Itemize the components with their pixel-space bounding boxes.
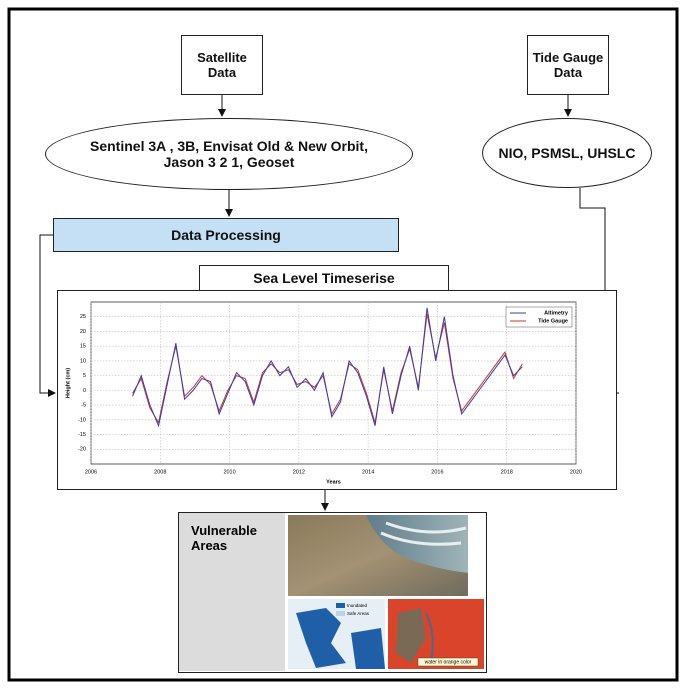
x-axis-label: Years [326,479,341,485]
processing-box: Data Processing [53,218,399,252]
y-tick-label: 5 [83,373,86,379]
y-tick-label: -5 [81,403,86,409]
x-tick-label: 2014 [362,469,374,475]
y-tick-label: 10 [80,358,86,364]
x-tick-label: 2010 [223,469,235,475]
x-tick-label: 2018 [501,469,513,475]
y-tick-label: 25 [80,314,86,320]
plot-area [91,302,576,464]
y-tick-label: 0 [83,388,86,394]
legend-label: Tide Gauge [538,318,568,324]
missions-ellipse: Sentinel 3A , 3B, Envisat Old & New Orbi… [45,118,413,190]
y-tick-label: 20 [80,329,86,335]
legend-label: Inundated [347,603,368,608]
tide-gauge-box: Tide Gauge Data [527,35,609,95]
arrow [40,235,55,393]
legend-label: Altimetry [544,310,569,316]
y-tick-label: -15 [78,432,86,438]
vulnerable-panel: Vulnerable Areas Inundated Safe Areas wa… [178,512,487,673]
flood-caption: water in orange color [425,659,472,665]
sources-ellipse: NIO, PSMSL, UHSLC [482,118,652,188]
chart: -20 -15 -10 -5 0 5 10 15 20 25 2006 2008 2010 2012 201… [57,290,617,490]
vulnerable-title: Vulnerable Areas [191,523,261,553]
y-tick-label: 15 [80,344,86,350]
x-tick-label: 2020 [570,469,582,475]
satellite-box: Satellite Data [181,35,263,95]
x-tick-label: 2006 [85,469,97,475]
y-axis-label: Height (cm) [65,368,71,398]
map-images: Inundated Safe Areas water in orange col… [286,513,486,671]
page: Satellite Data Tide Gauge Data Sentinel … [0,0,686,689]
legend-label: Safe Areas [347,611,370,616]
timeseries-box: Sea Level Timeserise [199,265,449,291]
y-tick-label: -10 [78,417,86,423]
x-tick-label: 2008 [154,469,166,475]
x-tick-label: 2016 [431,469,443,475]
x-tick-label: 2012 [293,469,305,475]
y-tick-label: -20 [78,447,86,453]
